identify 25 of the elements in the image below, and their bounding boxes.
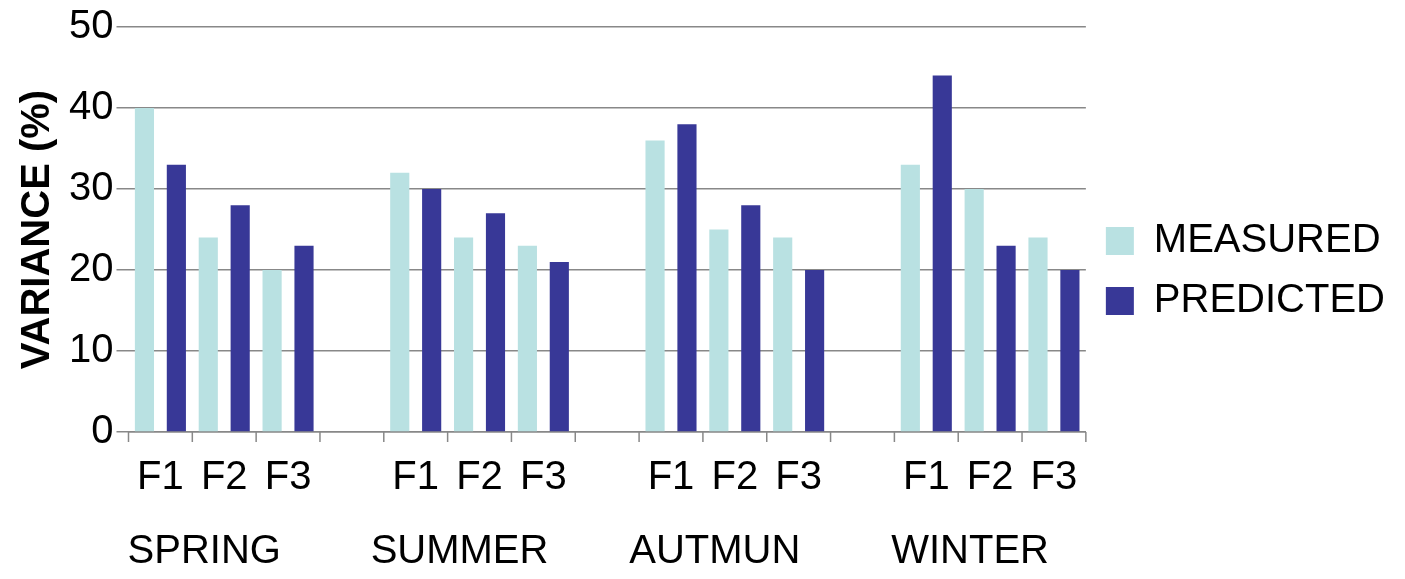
x-tick-label: F2	[711, 453, 759, 498]
y-tick-label: 40	[68, 83, 114, 128]
y-tick-label: 50	[68, 2, 114, 47]
legend-label: MEASURED	[1153, 216, 1381, 261]
legend-label: PREDICTED	[1153, 276, 1386, 321]
y-tick-label: 20	[68, 245, 114, 290]
x-tick-label: F2	[456, 453, 503, 498]
y-tick-label: 10	[68, 326, 114, 371]
x-tick-label: F3	[264, 453, 312, 498]
text: SUMMER	[370, 527, 549, 572]
x-tick-label: F1	[647, 453, 695, 498]
text: WINTER	[891, 527, 1050, 572]
x-tick-label: F2	[966, 453, 1014, 498]
x-tick-label: F2	[200, 453, 248, 498]
x-tick-label: F3	[775, 453, 822, 498]
y-tick-label: 0	[91, 407, 114, 452]
x-tick-label: F1	[902, 453, 950, 498]
x-tick-label: F1	[137, 453, 184, 498]
x-tick-label: F3	[1030, 453, 1078, 498]
x-tick-label: F3	[520, 453, 567, 498]
text: SPRING	[127, 527, 281, 572]
x-tick-label: F1	[392, 453, 440, 498]
y-axis-title: VARIANCE (%)	[13, 89, 58, 370]
y-tick-label: 30	[68, 164, 114, 209]
text: AUTMUN	[629, 527, 801, 572]
